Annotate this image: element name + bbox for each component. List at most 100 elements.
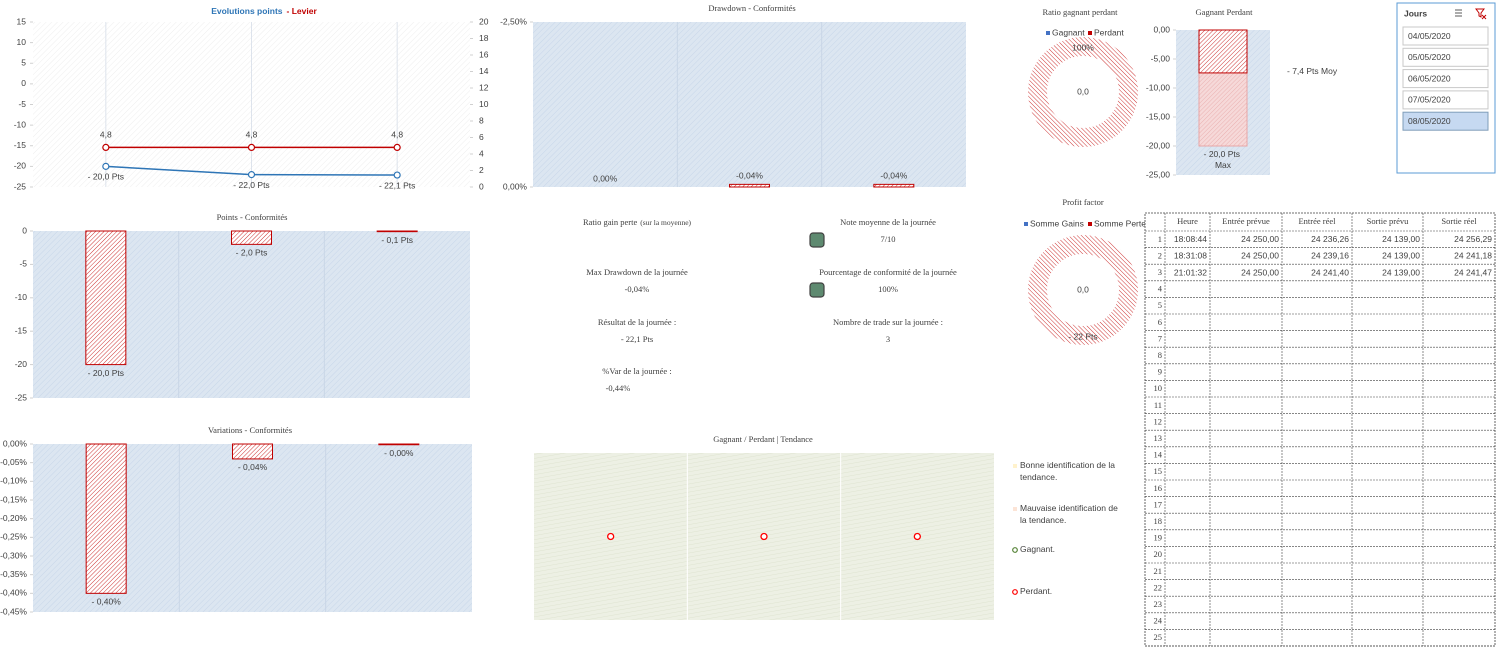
- table-cell: 24 241,40: [1311, 267, 1349, 277]
- bar: [231, 230, 272, 245]
- slicer-item[interactable]: [1402, 111, 1489, 131]
- value-label: - 2,0 Pts: [236, 248, 268, 258]
- y-tick-label: 8: [479, 115, 484, 125]
- bar: [232, 443, 273, 460]
- y-tick-label: 2: [479, 165, 484, 175]
- kpi-value: -0,04%: [625, 284, 650, 294]
- slicer-item-label[interactable]: 07/05/2020: [1408, 95, 1451, 105]
- table-cell: 24 139,00: [1382, 267, 1420, 277]
- table-row-number: 16: [1154, 483, 1163, 493]
- value-label: 4,8: [391, 130, 403, 140]
- point: [247, 171, 256, 179]
- value-label: - 22 Pts: [1068, 331, 1097, 341]
- value-label: 100%: [1072, 42, 1094, 52]
- table-row-number: 9: [1158, 367, 1162, 377]
- table-row-number: 3: [1158, 267, 1162, 277]
- point: [607, 532, 615, 541]
- table-header: Sortie réel: [1441, 216, 1477, 226]
- slicer-item-label[interactable]: 04/05/2020: [1408, 31, 1451, 41]
- slicer-item[interactable]: [1402, 26, 1489, 46]
- slicer-item[interactable]: [1402, 47, 1489, 67]
- y-tick-label: 0,00: [1153, 24, 1170, 34]
- legend-label: Bonne identification de la tendance.: [1020, 460, 1117, 482]
- kpi-value: 100%: [878, 284, 898, 294]
- kpi-label: Note moyenne de la journée: [840, 217, 936, 227]
- y-tick-label: -15: [15, 325, 28, 335]
- y-tick-label: -2,50%: [500, 16, 527, 26]
- table-row-number: 23: [1154, 599, 1163, 609]
- value-label: - 20,0 Pts: [88, 172, 124, 182]
- kpi-label: Nombre de trade sur la journée :: [833, 317, 943, 327]
- center-label: 0,0: [1077, 86, 1089, 96]
- table-header: Entrée réel: [1298, 216, 1336, 226]
- table-row-number: 10: [1154, 383, 1163, 393]
- slicer-item-label[interactable]: 05/05/2020: [1408, 52, 1451, 62]
- y-tick-label: 18: [479, 33, 489, 43]
- legend-swatch: [1012, 547, 1018, 553]
- plot-area: [533, 22, 966, 187]
- value-label: - 7,4 Pts Moy: [1287, 66, 1338, 76]
- table-cell: 24 256,29: [1454, 234, 1492, 244]
- y-tick-label: 15: [17, 16, 27, 26]
- chart-title: Ratio gagnant perdant: [1042, 7, 1118, 17]
- table-row-number: 18: [1154, 516, 1163, 526]
- center-label: 0,0: [1077, 284, 1089, 294]
- kpi-value: 7/10: [880, 234, 895, 244]
- chart-title: Profit factor: [1062, 197, 1103, 207]
- y-tick-label: -0,15%: [0, 494, 27, 504]
- kpi-label: %Var de la journée :: [602, 366, 671, 376]
- table-row-number: 5: [1158, 300, 1162, 310]
- y-tick-label: 0: [479, 181, 484, 191]
- y-tick-label: -0,20%: [0, 513, 27, 523]
- y-tick-label: -0,35%: [0, 569, 27, 579]
- legend-swatch: [1012, 589, 1018, 595]
- kpi-label-text: Pourcentage de conformité de la journée: [819, 267, 957, 277]
- value-label: 4,8: [100, 130, 112, 140]
- y-tick-label: -10: [14, 119, 27, 129]
- title-part: Evolutions points: [211, 6, 283, 16]
- slicer-icon: [1455, 9, 1462, 17]
- table-row-number: 7: [1158, 333, 1162, 343]
- value-label: 4,8: [246, 130, 258, 140]
- legend-label: Somme Gains: [1030, 218, 1084, 228]
- table-cell: 24 250,00: [1241, 234, 1279, 244]
- legend-label: Perdant.: [1020, 586, 1052, 596]
- kpi-note: (sur la moyenne): [640, 218, 691, 227]
- y-tick-label: -5,00: [1151, 53, 1171, 63]
- value-label: - 22,1 Pts: [379, 180, 415, 190]
- point: [393, 143, 401, 151]
- table-header: Sortie prévu: [1367, 216, 1410, 226]
- y-tick-label: -0,40%: [0, 588, 27, 598]
- slicer-clear-icon: [1475, 8, 1487, 20]
- table-cell: 24 241,18: [1454, 251, 1492, 261]
- donut-segment: [1028, 37, 1138, 147]
- legend-swatch: [1013, 507, 1017, 511]
- table-header: Entrée prévue: [1222, 216, 1270, 226]
- slicer-item-label[interactable]: 06/05/2020: [1408, 73, 1451, 83]
- point: [247, 143, 256, 151]
- chart-title: Evolutions points - Levier: [211, 6, 317, 16]
- legend-label: Somme Pertes: [1094, 218, 1150, 228]
- kpi-indicator: [809, 232, 825, 248]
- table-cell: 24 236,26: [1311, 234, 1349, 244]
- bar: [378, 443, 420, 446]
- kpi-label-text: %Var de la journée :: [602, 366, 671, 376]
- y-tick-label: 10: [17, 37, 27, 47]
- text-line: la tendance.: [1020, 515, 1066, 525]
- table-row-number: 24: [1154, 616, 1163, 626]
- text-line: Mauvaise identification de: [1020, 503, 1120, 513]
- text-line: Perdant.: [1020, 586, 1052, 596]
- slicer-item[interactable]: [1402, 90, 1489, 110]
- slicer-title: Jours: [1404, 8, 1427, 18]
- y-tick-label: -0,05%: [0, 457, 27, 467]
- slicer-item[interactable]: [1402, 69, 1489, 89]
- y-tick-label: 20: [479, 16, 489, 26]
- slicer-item-label[interactable]: 08/05/2020: [1408, 116, 1451, 126]
- point: [393, 171, 401, 179]
- y-tick-label: 5: [21, 58, 26, 68]
- y-tick-label: -20,00: [1146, 140, 1170, 150]
- y-tick-label: 4: [479, 148, 484, 158]
- y-tick-label: 16: [479, 49, 489, 59]
